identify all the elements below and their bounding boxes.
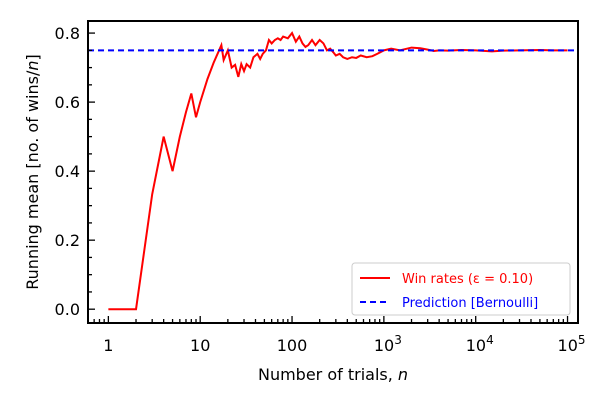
series-line-win-rates	[108, 31, 568, 311]
y-tick-label: 0.4	[55, 162, 80, 181]
y-tick-label: 0.2	[55, 231, 80, 250]
plot-area	[88, 31, 578, 311]
legend-label-prediction: Prediction [Bernoulli]	[402, 296, 538, 311]
x-tick-label: 100	[277, 336, 308, 355]
ticks: 1 10 100 103 104 105 0.0 0.2 0.4 0.6 0.8	[55, 24, 586, 355]
y-tick-label: 0.8	[55, 24, 80, 43]
x-tick-label: 105	[558, 333, 586, 355]
y-axis-label: Running mean [no. of wins/n]	[23, 54, 42, 289]
legend-label-win-rates: Win rates (ε = 0.10)	[402, 272, 533, 287]
x-tick-label: 10	[190, 336, 210, 355]
plot-frame	[87, 20, 579, 324]
y-tick-label: 0.0	[55, 300, 80, 319]
x-tick-label: 103	[374, 333, 402, 355]
y-tick-label: 0.6	[55, 93, 80, 112]
x-tick-label: 104	[466, 333, 494, 355]
x-tick-label: 1	[103, 336, 113, 355]
legend-box	[351, 262, 571, 316]
x-axis-label: Number of trials, n	[258, 365, 408, 384]
legend: Win rates (ε = 0.10) Prediction [Bernoul…	[351, 262, 571, 316]
